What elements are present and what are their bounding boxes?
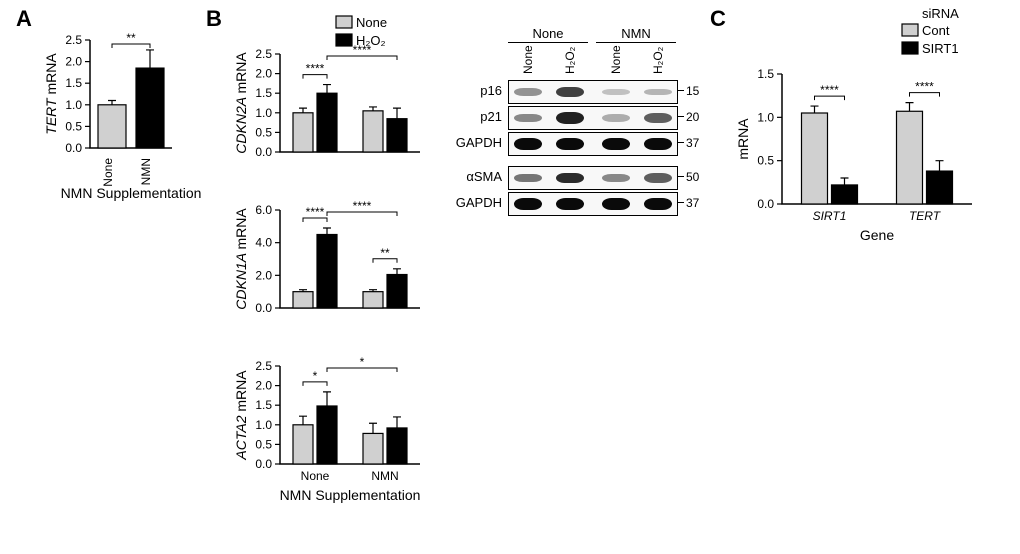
svg-text:****: **** xyxy=(306,62,325,76)
svg-text:**: ** xyxy=(380,246,390,260)
svg-text:0.0: 0.0 xyxy=(255,457,272,471)
svg-text:4.0: 4.0 xyxy=(255,236,272,250)
svg-text:1.0: 1.0 xyxy=(65,98,82,112)
svg-text:siRNA: siRNA xyxy=(922,6,959,21)
panel-b-westernblot: NoneNMNNoneH₂O₂NoneH₂O₂p1615p2120GAPDH37… xyxy=(446,26,698,286)
svg-text:*: * xyxy=(313,369,318,383)
svg-text:1.0: 1.0 xyxy=(255,418,272,432)
svg-text:TERT: TERT xyxy=(909,209,942,223)
svg-text:SIRT1: SIRT1 xyxy=(922,41,959,56)
svg-text:2.0: 2.0 xyxy=(65,55,82,69)
svg-text:TERT mRNA: TERT mRNA xyxy=(43,53,59,135)
svg-text:1.5: 1.5 xyxy=(65,76,82,90)
svg-text:0.5: 0.5 xyxy=(255,437,272,451)
svg-text:1.0: 1.0 xyxy=(255,106,272,120)
svg-text:0.5: 0.5 xyxy=(65,119,82,133)
svg-text:6.0: 6.0 xyxy=(255,203,272,217)
svg-text:1.5: 1.5 xyxy=(255,86,272,100)
svg-text:CDKN2A mRNA: CDKN2A mRNA xyxy=(233,52,249,154)
svg-text:1.5: 1.5 xyxy=(255,398,272,412)
svg-text:CDKN1A mRNA: CDKN1A mRNA xyxy=(233,208,249,310)
svg-text:None: None xyxy=(301,469,330,483)
svg-text:NMN: NMN xyxy=(139,158,153,185)
svg-text:NMN Supplementation: NMN Supplementation xyxy=(280,487,421,503)
panel-label-a: A xyxy=(16,6,32,32)
svg-text:mRNA: mRNA xyxy=(735,118,751,160)
svg-text:0.0: 0.0 xyxy=(255,145,272,159)
panel-c-chart: 0.0 0.5 1.0 1.5 mRNA SIRT1 TERT **** **** Gene xyxy=(730,48,992,258)
svg-text:0.0: 0.0 xyxy=(65,141,82,155)
svg-text:0.0: 0.0 xyxy=(255,301,272,315)
svg-text:2.0: 2.0 xyxy=(255,268,272,282)
svg-text:2.5: 2.5 xyxy=(65,33,82,47)
svg-text:SIRT1: SIRT1 xyxy=(813,209,847,223)
svg-text:0.5: 0.5 xyxy=(757,154,774,168)
svg-text:0.5: 0.5 xyxy=(255,125,272,139)
svg-text:ACTA2 mRNA: ACTA2 mRNA xyxy=(233,370,249,461)
panel-a-chart: 0.0 0.5 1.0 1.5 2.0 2.5 TERT mRNA None NMN ** NMN … xyxy=(36,16,206,206)
svg-text:2.5: 2.5 xyxy=(255,359,272,373)
svg-text:****: **** xyxy=(306,205,325,219)
svg-text:None: None xyxy=(101,158,115,187)
panel-b-chart-cdkn1a: 0.02.04.06.0CDKN1A mRNA********** xyxy=(218,180,438,335)
svg-text:1.0: 1.0 xyxy=(757,110,774,124)
panel-label-c: C xyxy=(710,6,726,32)
svg-text:2.5: 2.5 xyxy=(255,47,272,61)
svg-text:2.0: 2.0 xyxy=(255,379,272,393)
svg-text:2.0: 2.0 xyxy=(255,67,272,81)
svg-text:0.0: 0.0 xyxy=(757,197,774,211)
svg-text:****: **** xyxy=(820,83,839,97)
svg-text:*: * xyxy=(360,355,365,369)
svg-text:****: **** xyxy=(915,80,934,94)
svg-text:NMN: NMN xyxy=(371,469,398,483)
svg-text:Cont: Cont xyxy=(922,23,950,38)
panel-c-legend: siRNA Cont SIRT1 xyxy=(898,6,1008,66)
svg-text:None: None xyxy=(356,15,387,30)
svg-text:****: **** xyxy=(353,199,372,213)
svg-text:1.5: 1.5 xyxy=(757,67,774,81)
svg-text:H₂O₂: H₂O₂ xyxy=(356,33,386,48)
panel-b-legend: None H₂O₂ xyxy=(332,6,462,50)
svg-text:NMN Supplementation: NMN Supplementation xyxy=(61,185,202,201)
svg-text:**: ** xyxy=(126,31,136,45)
svg-text:Gene: Gene xyxy=(860,227,894,243)
panel-b-chart-acta2: 0.0 0.5 1.0 1.5 2.0 2.5 ACTA2 mRNA None NMN * * NMN… xyxy=(218,336,438,526)
